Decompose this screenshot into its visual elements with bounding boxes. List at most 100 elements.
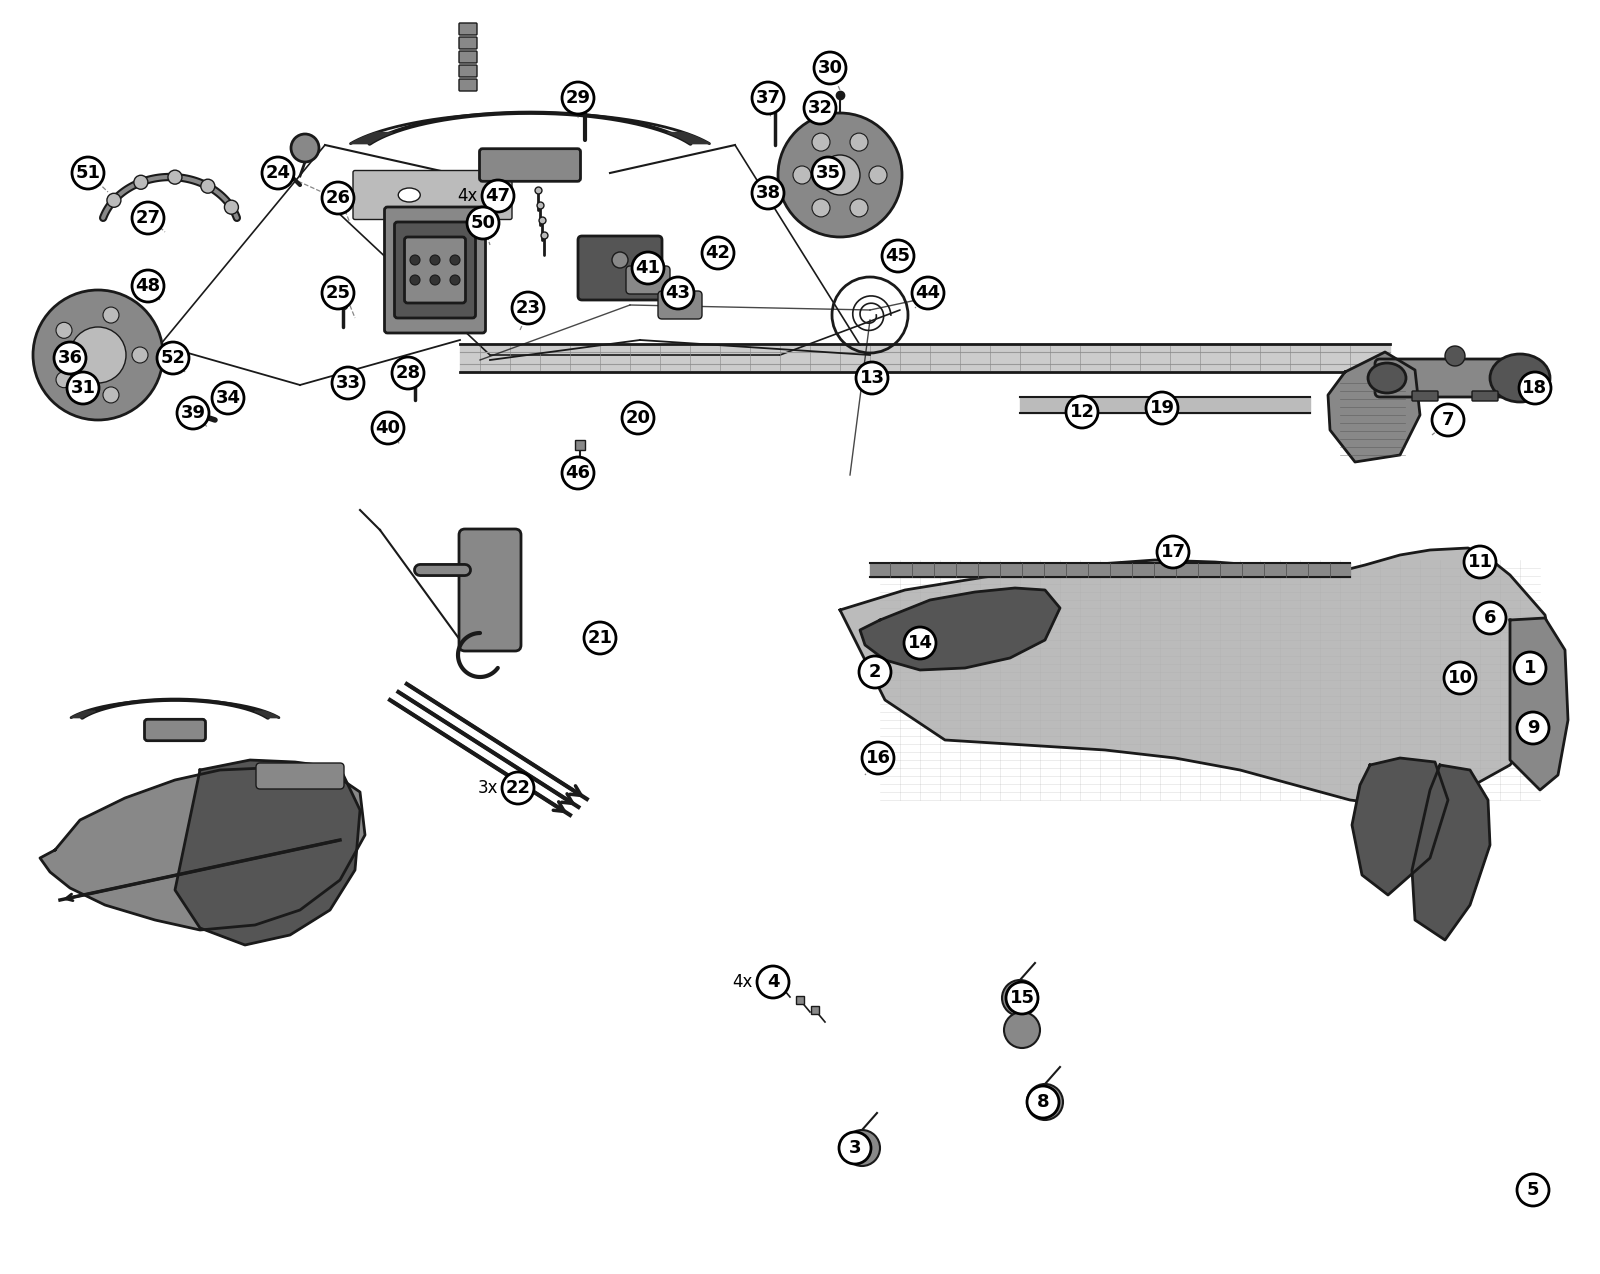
Circle shape <box>333 367 365 399</box>
Circle shape <box>1474 603 1506 634</box>
Circle shape <box>1518 372 1550 404</box>
Circle shape <box>757 966 789 998</box>
Polygon shape <box>840 548 1555 805</box>
Circle shape <box>813 157 845 189</box>
Circle shape <box>450 255 461 265</box>
Circle shape <box>430 255 440 265</box>
Circle shape <box>856 362 888 394</box>
Polygon shape <box>40 768 365 930</box>
Polygon shape <box>1413 764 1490 940</box>
Text: 35: 35 <box>816 164 840 182</box>
FancyBboxPatch shape <box>405 237 466 303</box>
Circle shape <box>102 307 118 324</box>
Circle shape <box>450 275 461 285</box>
Circle shape <box>1157 536 1189 568</box>
Circle shape <box>410 255 419 265</box>
Circle shape <box>1066 396 1098 428</box>
Circle shape <box>482 180 514 211</box>
Circle shape <box>805 92 835 124</box>
Text: 47: 47 <box>485 187 510 205</box>
FancyBboxPatch shape <box>384 206 485 333</box>
Circle shape <box>1445 347 1466 366</box>
Circle shape <box>54 341 86 375</box>
Ellipse shape <box>1368 363 1406 392</box>
Circle shape <box>662 276 694 310</box>
Circle shape <box>102 387 118 403</box>
Text: 17: 17 <box>1160 543 1186 561</box>
Circle shape <box>467 206 499 240</box>
Circle shape <box>814 52 846 84</box>
Text: 36: 36 <box>58 349 83 367</box>
Circle shape <box>178 397 210 429</box>
FancyBboxPatch shape <box>1374 359 1534 397</box>
Circle shape <box>346 375 365 392</box>
Circle shape <box>430 275 440 285</box>
Text: 26: 26 <box>325 189 350 206</box>
Text: 3: 3 <box>848 1139 861 1157</box>
Circle shape <box>562 457 594 489</box>
Text: 25: 25 <box>325 284 350 302</box>
Text: 1: 1 <box>1523 659 1536 676</box>
Text: 7: 7 <box>1442 412 1454 429</box>
Text: 24: 24 <box>266 164 291 182</box>
Circle shape <box>1027 1085 1059 1119</box>
Circle shape <box>1146 392 1178 424</box>
Polygon shape <box>667 132 709 144</box>
Circle shape <box>1027 1084 1062 1120</box>
FancyBboxPatch shape <box>480 149 581 181</box>
Polygon shape <box>174 761 360 945</box>
Circle shape <box>1432 404 1464 436</box>
Circle shape <box>1514 652 1546 684</box>
Circle shape <box>107 194 122 208</box>
Text: 14: 14 <box>907 634 933 652</box>
Circle shape <box>622 403 654 434</box>
Text: 12: 12 <box>1069 403 1094 420</box>
Text: 28: 28 <box>395 364 421 382</box>
Text: 13: 13 <box>859 369 885 387</box>
Circle shape <box>1464 547 1496 578</box>
Circle shape <box>778 113 902 237</box>
Circle shape <box>1005 1012 1040 1049</box>
Circle shape <box>584 622 616 654</box>
Text: 9: 9 <box>1526 719 1539 736</box>
Text: 22: 22 <box>506 778 531 798</box>
FancyBboxPatch shape <box>395 222 475 318</box>
Circle shape <box>862 741 894 775</box>
Circle shape <box>392 357 424 389</box>
Circle shape <box>157 341 189 375</box>
Circle shape <box>845 1130 880 1166</box>
Circle shape <box>56 372 72 387</box>
FancyBboxPatch shape <box>459 79 477 90</box>
Circle shape <box>1517 1175 1549 1206</box>
Circle shape <box>70 327 126 383</box>
Polygon shape <box>1352 758 1448 896</box>
Circle shape <box>904 627 936 659</box>
Text: 46: 46 <box>565 464 590 482</box>
Circle shape <box>34 290 163 420</box>
Text: 20: 20 <box>626 409 651 427</box>
Text: 8: 8 <box>1037 1093 1050 1111</box>
Circle shape <box>838 1133 870 1164</box>
Circle shape <box>850 199 867 217</box>
Circle shape <box>322 276 354 310</box>
Circle shape <box>752 82 784 113</box>
Circle shape <box>850 132 867 152</box>
Text: 15: 15 <box>1010 989 1035 1006</box>
Circle shape <box>794 166 811 183</box>
Circle shape <box>859 656 891 688</box>
Circle shape <box>211 382 243 414</box>
Circle shape <box>291 134 318 162</box>
Polygon shape <box>1328 352 1421 462</box>
Circle shape <box>131 347 147 363</box>
Circle shape <box>869 166 886 183</box>
Polygon shape <box>254 711 278 717</box>
Circle shape <box>262 157 294 189</box>
FancyBboxPatch shape <box>354 171 512 219</box>
Text: 33: 33 <box>336 375 360 392</box>
FancyBboxPatch shape <box>626 266 670 294</box>
FancyBboxPatch shape <box>459 51 477 62</box>
Circle shape <box>168 171 182 185</box>
Ellipse shape <box>398 189 421 203</box>
Text: 39: 39 <box>181 404 205 422</box>
Circle shape <box>813 132 830 152</box>
